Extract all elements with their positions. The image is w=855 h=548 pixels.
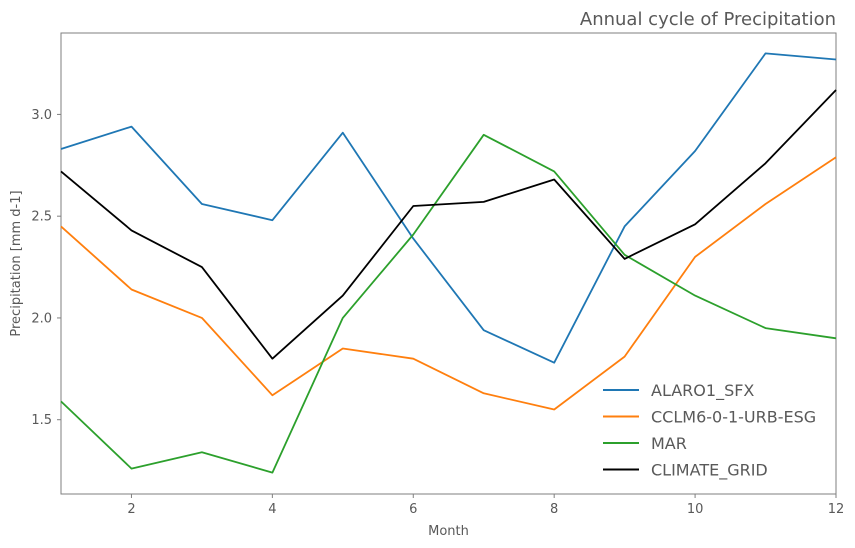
series-line-climate-grid xyxy=(60,89,837,360)
legend-label-cclm6-0-1-urb-esg: CCLM6-0-1-URB-ESG xyxy=(651,408,816,427)
x-axis: 2 4 6 8 10 12 xyxy=(127,494,844,517)
series-line-mar xyxy=(60,133,837,474)
legend: ALARO1_SFX CCLM6-0-1-URB-ESG MAR CLIMATE_GR… xyxy=(603,381,816,481)
y-axis-label: Precipitation [mm d-1] xyxy=(9,190,24,336)
x-tick-label: 2 xyxy=(127,502,135,517)
y-tick-label: 1.5 xyxy=(31,413,52,428)
plot-frame xyxy=(60,32,837,495)
x-tick-label: 6 xyxy=(409,502,417,517)
legend-label-climate-grid: CLIMATE_GRID xyxy=(651,461,768,481)
series-lines xyxy=(60,52,837,474)
x-tick-label: 12 xyxy=(828,502,845,517)
chart-title: Annual cycle of Precipitation xyxy=(580,9,836,30)
y-tick-label: 2.0 xyxy=(31,311,52,326)
legend-label-mar: MAR xyxy=(651,434,687,453)
x-axis-label: Month xyxy=(428,524,469,539)
y-tick-label: 3.0 xyxy=(31,108,52,123)
x-tick-label: 4 xyxy=(268,502,276,517)
series-line-alaro1-sfx xyxy=(60,52,837,364)
series-line-cclm6-0-1-urb-esg xyxy=(60,156,837,411)
x-tick-label: 10 xyxy=(687,502,704,517)
y-tick-label: 2.5 xyxy=(31,210,52,225)
legend-label-alaro1-sfx: ALARO1_SFX xyxy=(651,381,754,401)
plot-area xyxy=(60,32,837,495)
y-axis: 1.5 2.0 2.5 3.0 xyxy=(31,108,61,428)
x-tick-label: 8 xyxy=(550,502,558,517)
